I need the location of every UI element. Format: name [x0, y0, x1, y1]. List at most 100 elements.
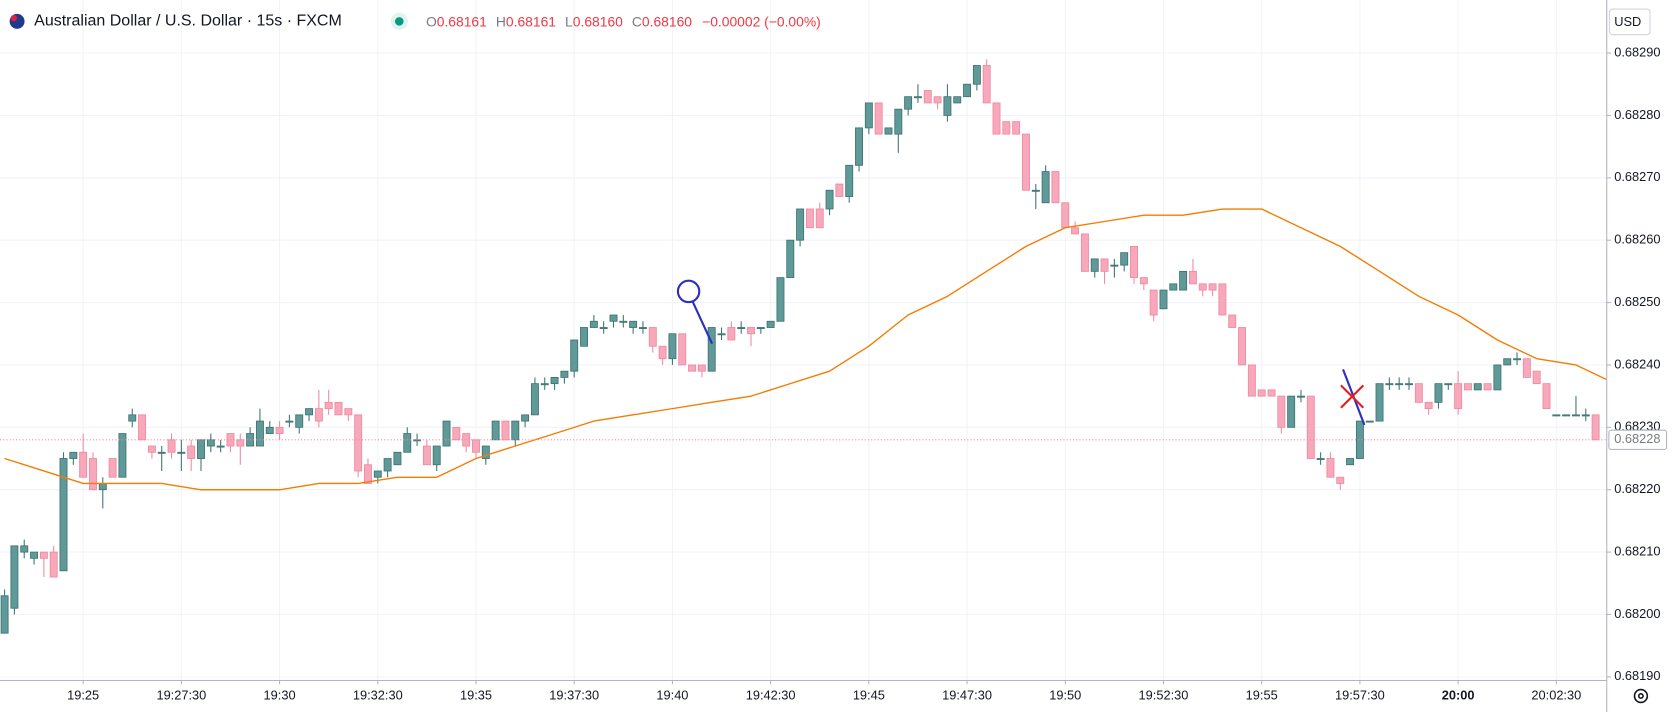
candle-body: [167, 439, 176, 453]
candle-body: [265, 426, 274, 434]
candle-body: [393, 451, 402, 466]
candle-body: [648, 327, 657, 347]
candle-body: [1012, 121, 1021, 135]
candle-body: [1562, 414, 1571, 417]
y-tick-label: 0.68260: [1614, 232, 1660, 247]
candle-body: [1208, 283, 1217, 291]
candle-body: [383, 458, 392, 472]
ohlc-value: 0.68161: [437, 13, 487, 29]
candle-body: [845, 164, 854, 197]
candle-body: [904, 96, 913, 110]
candle-body: [305, 408, 314, 416]
candle-body: [913, 96, 922, 99]
candle-body: [609, 314, 618, 322]
settings-button[interactable]: [1633, 688, 1649, 704]
circle-drawing[interactable]: [676, 279, 701, 304]
candle-body: [59, 458, 68, 572]
candle-body: [20, 545, 29, 553]
candle-body: [1297, 395, 1305, 398]
candle-body: [1552, 414, 1561, 417]
candle-body: [658, 345, 667, 360]
ohlc-value: 0.68160: [642, 13, 692, 29]
candle-body: [1071, 227, 1080, 235]
candle-body: [98, 483, 107, 491]
x-tick-label: 20:02:30: [1531, 687, 1581, 702]
candle-body: [963, 83, 972, 98]
legend-header: Australian Dollar / U.S. Dollar · 15s · …: [9, 12, 821, 31]
candle-body: [177, 451, 186, 454]
candle-body: [511, 420, 520, 441]
candle-body: [472, 439, 480, 453]
candle-body: [796, 208, 805, 241]
candle-body: [1139, 277, 1148, 285]
symbol-title[interactable]: Australian Dollar / U.S. Dollar · 15s · …: [34, 13, 342, 30]
candle-body: [344, 408, 353, 416]
candle-body: [599, 327, 608, 330]
candle-body: [1080, 233, 1089, 272]
candle-body: [638, 327, 647, 330]
candle-body: [1365, 420, 1374, 423]
settings-icon[interactable]: [1633, 688, 1649, 704]
candle-body: [255, 420, 264, 447]
candle-body: [481, 445, 490, 459]
candle-body: [1238, 327, 1247, 366]
candle-body: [1149, 289, 1158, 316]
candle-body: [1100, 258, 1109, 272]
line-drawing[interactable]: [691, 301, 714, 345]
candle-body: [855, 127, 863, 166]
candle-body: [108, 458, 117, 478]
candle-body: [236, 439, 245, 447]
candle-body: [815, 208, 824, 229]
x-tick-label: 19:35: [460, 687, 492, 702]
candle-body: [147, 445, 156, 453]
ohlc-value: 0.68160: [573, 13, 623, 29]
candle-body: [206, 439, 215, 447]
candle-body: [1483, 383, 1492, 391]
settings-icon[interactable]: [1637, 693, 1644, 699]
candle-body: [1169, 283, 1178, 291]
candle-body: [1002, 121, 1011, 135]
moving-average-line: [4, 208, 1607, 491]
candle-body: [1130, 245, 1138, 279]
candle-body: [334, 401, 343, 416]
candle-body: [1513, 358, 1522, 361]
change-value: −0.00002 (−0.00%): [702, 13, 821, 29]
candle-body: [1110, 264, 1119, 267]
x-tick-label: 19:45: [853, 687, 885, 702]
ohlc-key: O: [426, 13, 437, 29]
candle-body: [864, 102, 873, 129]
candle-body: [521, 414, 530, 422]
candle-body: [1316, 458, 1325, 461]
candle-body: [1247, 364, 1256, 397]
cross-mark[interactable]: [1340, 384, 1365, 409]
ohlc-key: H: [496, 13, 506, 29]
candle-body: [1090, 258, 1099, 272]
currency-button[interactable]: [1608, 8, 1651, 36]
candle-body: [216, 445, 225, 448]
candle-body: [452, 426, 461, 441]
candle-body: [197, 439, 205, 459]
candle-body: [1022, 133, 1030, 191]
candle-body: [79, 451, 88, 478]
candle-body: [707, 327, 716, 372]
last-price-box: [1608, 429, 1668, 450]
candle-body: [1120, 252, 1129, 266]
candle-body: [373, 470, 382, 478]
candle-body: [1355, 420, 1364, 459]
currency-label[interactable]: USD: [1614, 14, 1641, 29]
candle-body: [39, 551, 48, 559]
candle-body: [491, 420, 500, 441]
candle-body: [1287, 395, 1296, 428]
candle-body: [501, 420, 510, 441]
candle-body: [835, 183, 844, 197]
candle-body: [314, 408, 323, 422]
candle-body: [1051, 171, 1060, 204]
drawings: [676, 279, 1366, 426]
candle-body: [825, 189, 834, 210]
candle-body: [530, 383, 539, 416]
ohlc-values: O0.68161 H0.68161 L0.68160 C0.68160 −0.0…: [426, 12, 821, 31]
candle-body: [89, 458, 97, 491]
y-tick-label: 0.68200: [1614, 606, 1660, 621]
